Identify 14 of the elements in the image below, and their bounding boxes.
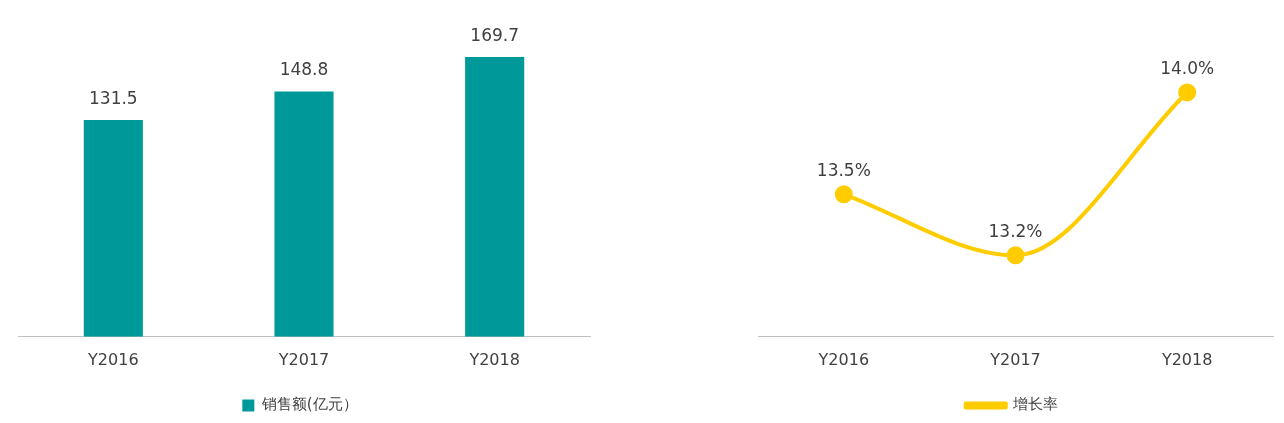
x-tick-label: Y2018 bbox=[468, 349, 520, 369]
x-tick-label: Y2018 bbox=[1160, 349, 1213, 369]
data-label: 13.5% bbox=[816, 160, 871, 181]
x-tick-label: Y2017 bbox=[277, 349, 330, 369]
data-label: 148.8 bbox=[279, 59, 329, 80]
x-tick-label: Y2016 bbox=[87, 349, 139, 369]
data-label: 13.2% bbox=[988, 221, 1043, 242]
data-label: 169.7 bbox=[470, 24, 519, 45]
legend-label: 销售额(亿元） bbox=[260, 395, 358, 414]
data-label: 14.0% bbox=[1160, 58, 1215, 79]
x-tick-label: Y2017 bbox=[989, 349, 1041, 369]
data-label: 131.5 bbox=[89, 87, 138, 108]
x-tick-label: Y2016 bbox=[817, 349, 870, 369]
legend-label: 增长率 bbox=[1012, 395, 1059, 414]
